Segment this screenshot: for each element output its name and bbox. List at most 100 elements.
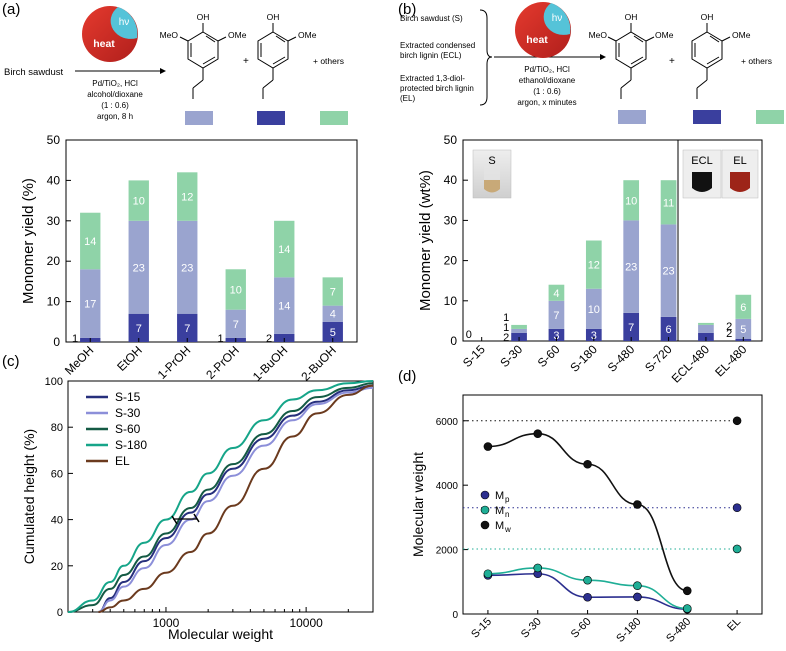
scheme-b-reactant-1: Birch sawdust (S) [400, 14, 463, 23]
chart-a-bar-1-BuOH-seg0 [274, 333, 295, 342]
scheme-b-hv: hν [552, 13, 563, 24]
scheme-a-swatch-others [320, 111, 348, 125]
scheme-b-swatch-guaiacol [693, 110, 721, 124]
chart-c-legend-label-S-60: S-60 [115, 422, 141, 436]
scheme-a-swatch-syringol [185, 111, 213, 125]
chart-a-xtick-label: 1-PrOH [155, 343, 194, 382]
chart-c-ytick-label: 80 [51, 422, 63, 434]
chart-b-bar-S-30-seg0 [511, 332, 527, 341]
chart-d-point-Mn [682, 604, 692, 613]
chart-b-ytick-label: 50 [444, 133, 458, 147]
chart-a-xtick-label: 2-BuOH [298, 343, 339, 384]
chart-b-data-label: 1 [503, 312, 509, 324]
chart-a-data-label: 7 [136, 323, 142, 335]
chart-c-line-S-180 [67, 380, 374, 613]
chart-b-bar-S-60-seg0 [548, 328, 565, 341]
chart-a-data-label: 17 [84, 299, 96, 311]
chart-d-legend-label: M [495, 490, 504, 502]
chart-b-xtick-label: EL-480 [712, 342, 749, 379]
chart-b-data-label: 12 [588, 260, 600, 272]
photo-inset-el: EL [721, 149, 759, 199]
chart-b-frame [462, 139, 763, 342]
chart-a-data-label: 12 [181, 192, 193, 204]
scheme-a-reactant: Birch sawdust [4, 67, 63, 78]
chart-d-point-Mp [583, 592, 592, 602]
chart-b-ytick-label: 30 [444, 213, 458, 227]
chart-b-bar-ECL-480-seg2 [698, 322, 714, 325]
chart-d-point-Mw [633, 500, 642, 509]
chart-b-data-label: 2 [726, 328, 732, 340]
chart-d-legend-marker [480, 505, 490, 515]
chart-b-bar-S-60-seg2 [548, 284, 565, 301]
chart-a-bar-1-PrOH-seg0 [177, 313, 198, 342]
chart-b-bar-ECL-480-seg0 [698, 332, 714, 341]
chart-a-bar-2-BuOH-seg2 [322, 277, 343, 306]
photo-label-el: EL [733, 155, 746, 167]
chart-b-bar-EL-480-seg2 [735, 294, 752, 319]
chart-a-ytick-label: 20 [47, 254, 61, 268]
chart-b-xtick-label: ECL-480 [669, 342, 713, 386]
panel-b-label: (b) [398, 1, 416, 18]
scheme-a-others: + others [313, 56, 344, 66]
chart-a-bar-2-BuOH-seg0 [322, 321, 343, 342]
chart-a-bar-1-BuOH-seg2 [274, 220, 295, 278]
chart-a-bar-MeOH-seg1 [80, 269, 101, 338]
chart-c-legend-label-S-30: S-30 [115, 406, 141, 420]
chart-b-bar-EL-480-seg1 [735, 318, 752, 339]
chart-a-data-label: 7 [184, 323, 190, 335]
scheme-a-mol1-meo: MeO [160, 30, 179, 40]
chart-b-xtick-label: S-15 [460, 342, 488, 370]
scheme-b-mol1-oh: OH [625, 12, 638, 22]
chart-b-data-label: 1 [503, 322, 509, 334]
chart-c-ylabel: Cumulated height (%) [21, 429, 37, 564]
scheme-b-arrowhead [600, 54, 606, 60]
chart-b-data-label: 6 [740, 302, 746, 314]
chart-b-data-label: 0 [466, 329, 472, 341]
chart-a-data-label: 1 [217, 333, 223, 345]
chart-b-xtick-label: S-480 [605, 342, 638, 375]
scheme-b-molecule-guaiacol [691, 23, 731, 99]
chart-a-data-label: 10 [133, 196, 145, 208]
panel-b-scheme: (b) Birch sawdust (S) Extracted condense… [398, 1, 784, 124]
chart-b-xtick-label: S-30 [497, 342, 525, 370]
chart-d-point-Mn [583, 575, 592, 585]
chart-b-bar-S-180-seg1 [585, 288, 602, 329]
chart-a-ytick-label: 30 [47, 214, 61, 228]
chart-c-annotation-tick-right [193, 513, 200, 523]
scheme-a-hv: hν [119, 17, 130, 28]
chart-c-xtick-label: 1000 [153, 616, 180, 630]
panel-a-scheme: (a) Birch sawdust hν heat Pd/TiO₂, HCl a… [2, 1, 348, 125]
photo-inset-s: S [472, 149, 512, 199]
chart-d-legend-sub: w [504, 525, 511, 534]
chart-b-bar-S-30-seg2 [511, 324, 527, 329]
chart-b-data-label: 23 [625, 262, 637, 274]
chart-a-frame [65, 139, 358, 343]
chart-a-bar-1-BuOH-seg1 [274, 277, 295, 334]
scheme-a-molecule-syringol [179, 23, 227, 99]
chart-b-data-label: 7 [628, 322, 634, 334]
chart-d-xtick-label: S-480 [664, 616, 693, 645]
scheme-b-swatch-syringol [618, 110, 646, 124]
chart-c-line-S-30 [98, 386, 374, 613]
chart-b-bar-S-30-seg1 [511, 328, 527, 333]
chart-d-ytick-label: 0 [452, 610, 458, 621]
chart-b-data-label: 3 [553, 330, 559, 342]
scheme-b-circle: hν heat [515, 2, 571, 58]
chart-a-xtick-label: 2-PrOH [203, 343, 242, 382]
scheme-b-molecule-syringol [607, 23, 655, 99]
chart-b-data-label: 3 [591, 330, 597, 342]
chart-c-cumulative-lines: 0 20 40 60 80 100 1000 10000 Molecular weight Cum… [21, 376, 374, 642]
scheme-b-reactant-3: birch lignin (ECL) [400, 51, 462, 60]
scheme-b-cond-3: (1 : 0.6) [533, 87, 561, 96]
chart-a-data-label: 2 [266, 333, 272, 345]
chart-c-ytick-label: 0 [57, 607, 63, 619]
chart-c-legend-label-S-15: S-15 [115, 390, 141, 404]
chart-a-data-label: 14 [278, 244, 290, 256]
chart-d-molecular-weight: 0 2000 4000 6000 Molecular weight S-15 S-30 S-6… [410, 394, 763, 645]
chart-d-point-Mw [682, 586, 692, 596]
chart-d-frame [462, 394, 763, 615]
scheme-b-cond-1: Pd/TiO₂, HCl [524, 65, 570, 74]
chart-c-frame [67, 380, 374, 613]
photo-label-s: S [488, 155, 495, 167]
